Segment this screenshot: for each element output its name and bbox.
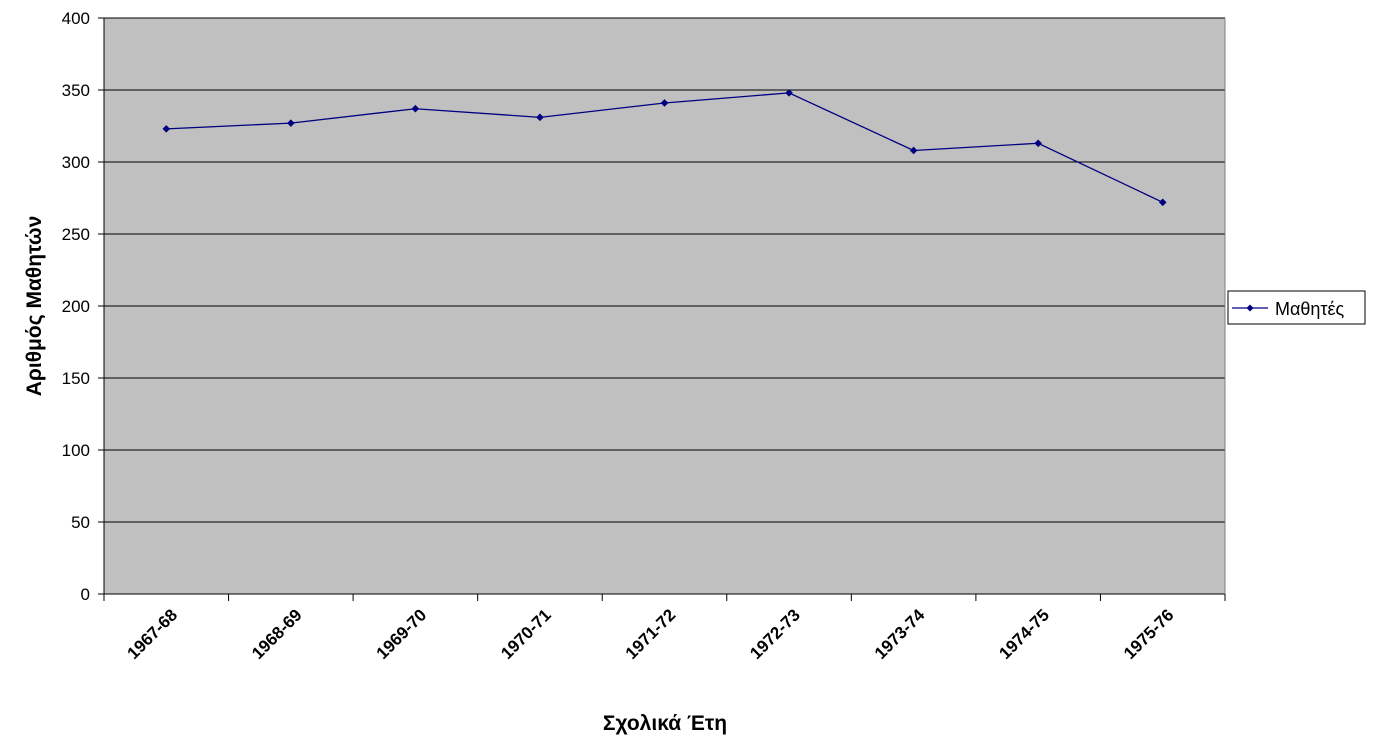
x-tick-label: 1975-76 [1120,605,1178,663]
x-tick-labels: 1967-68 1968-69 1969-70 1970-71 1971-72 1972-… [124,605,1178,663]
x-tick-label: 1974-75 [995,605,1053,663]
x-tick-label: 1968-69 [248,605,306,663]
y-tick-label: 350 [62,81,90,100]
y-axis-title: Αριθμός Μαθητών [23,216,46,397]
x-tick-label: 1972-73 [746,605,804,663]
x-tick-label: 1973-74 [871,605,929,663]
y-tick-label: 400 [62,9,90,28]
y-tick-label: 200 [62,297,90,316]
legend-label: Μαθητές [1275,299,1345,319]
x-axis-title: Σχολικά Έτη [603,712,727,735]
x-tick-label: 1971-72 [622,605,680,663]
y-tick-label: 150 [62,369,90,388]
y-tick-label: 250 [62,225,90,244]
x-tick-label: 1970-71 [497,605,555,663]
x-tick-label: 1967-68 [124,605,182,663]
y-tick-label: 0 [81,585,90,604]
legend: Μαθητές [1228,291,1365,324]
x-tick-label: 1969-70 [373,605,431,663]
y-tick-label: 100 [62,441,90,460]
y-tick-labels: 0 50 100 150 200 250 300 350 400 [62,9,90,604]
y-tick-label: 50 [71,513,90,532]
y-tick-label: 300 [62,153,90,172]
